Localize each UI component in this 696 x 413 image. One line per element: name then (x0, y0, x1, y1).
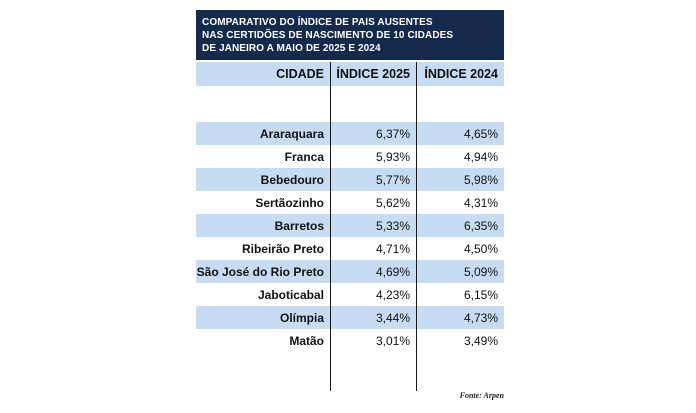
cell-index-2024: 5,09% (416, 260, 504, 283)
column-divider (416, 62, 417, 391)
table-row: Ribeirão Preto 4,71% 4,50% (196, 237, 504, 260)
cell-city: Matão (196, 329, 330, 352)
cell-city: Barretos (196, 214, 330, 237)
table-row: Matão 3,01% 3,49% (196, 329, 504, 352)
cell-index-2024: 4,73% (416, 306, 504, 329)
table-row: Olímpia 3,44% 4,73% (196, 306, 504, 329)
cell-index-2024: 5,98% (416, 168, 504, 191)
cell-index-2025: 5,77% (330, 168, 416, 191)
cell-index-2024: 6,35% (416, 214, 504, 237)
table-row: Bebedouro 5,77% 5,98% (196, 168, 504, 191)
cell-index-2024: 4,50% (416, 237, 504, 260)
cell-index-2025: 6,37% (330, 122, 416, 145)
cell-city: Franca (196, 145, 330, 168)
header-index-2024: ÍNDICE 2024 (416, 62, 504, 86)
table-row: Araraquara 6,37% 4,65% (196, 122, 504, 145)
header-city: CIDADE (196, 62, 330, 86)
cell-index-2025: 5,62% (330, 191, 416, 214)
cell-index-2025: 5,93% (330, 145, 416, 168)
cell-index-2025: 4,23% (330, 283, 416, 306)
cell-index-2025: 5,33% (330, 214, 416, 237)
cell-index-2024: 6,15% (416, 283, 504, 306)
cell-index-2025: 3,44% (330, 306, 416, 329)
cell-index-2025: 4,69% (330, 260, 416, 283)
cell-city: Sertãozinho (196, 191, 330, 214)
table-row: São José do Rio Preto 4,69% 5,09% (196, 260, 504, 283)
cell-city: Araraquara (196, 122, 330, 145)
table-row: Jaboticabal 4,23% 6,15% (196, 283, 504, 306)
infographic-card: COMPARATIVO DO ÍNDICE DE PAIS AUSENTES N… (196, 10, 504, 400)
cell-city: São José do Rio Preto (196, 260, 330, 283)
spacer-row (196, 86, 504, 122)
source-note: Fonte: Arpen (459, 391, 504, 400)
column-divider (330, 62, 331, 391)
title-line-2: NAS CERTIDÕES DE NASCIMENTO DE 10 CIDADE… (202, 30, 454, 41)
cell-city: Olímpia (196, 306, 330, 329)
comparison-table: CIDADE ÍNDICE 2025 ÍNDICE 2024 Araraquar… (196, 62, 504, 352)
table-body: Araraquara 6,37% 4,65% Franca 5,93% 4,94% Bebe… (196, 86, 504, 352)
title-line-3: DE JANEIRO A MAIO DE 2025 E 2024 (202, 43, 381, 54)
cell-city: Jaboticabal (196, 283, 330, 306)
table-row: Sertãozinho 5,62% 4,31% (196, 191, 504, 214)
cell-city: Bebedouro (196, 168, 330, 191)
cell-index-2024: 4,65% (416, 122, 504, 145)
cell-index-2025: 4,71% (330, 237, 416, 260)
cell-index-2025: 3,01% (330, 329, 416, 352)
cell-index-2024: 3,49% (416, 329, 504, 352)
title-line-1: COMPARATIVO DO ÍNDICE DE PAIS AUSENTES (202, 17, 433, 28)
title-banner: COMPARATIVO DO ÍNDICE DE PAIS AUSENTES N… (196, 10, 504, 60)
header-row: CIDADE ÍNDICE 2025 ÍNDICE 2024 (196, 62, 504, 86)
table-row: Barretos 5,33% 6,35% (196, 214, 504, 237)
cell-index-2024: 4,31% (416, 191, 504, 214)
header-index-2025: ÍNDICE 2025 (330, 62, 416, 86)
cell-city: Ribeirão Preto (196, 237, 330, 260)
cell-index-2024: 4,94% (416, 145, 504, 168)
table-row: Franca 5,93% 4,94% (196, 145, 504, 168)
